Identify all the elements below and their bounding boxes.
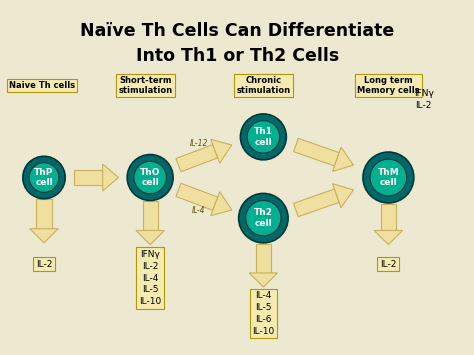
Text: ThO
cell: ThO cell [140,168,160,187]
Polygon shape [293,138,339,166]
Text: IL-2: IL-2 [380,260,397,269]
Circle shape [370,159,407,196]
Text: Long term
Memory cells: Long term Memory cells [357,76,419,95]
Circle shape [29,163,59,192]
Circle shape [238,193,288,243]
Circle shape [363,152,414,203]
Text: IFNγ
IL-2
IL-4
IL-5
IL-10: IFNγ IL-2 IL-4 IL-5 IL-10 [139,250,161,306]
Circle shape [127,154,173,201]
Circle shape [240,114,286,160]
Polygon shape [176,183,218,211]
Text: IL-4: IL-4 [192,206,206,214]
Text: Naïve Th Cells Can Differentiate: Naïve Th Cells Can Differentiate [80,22,394,40]
Polygon shape [249,273,277,287]
Polygon shape [30,229,58,243]
Circle shape [23,156,65,199]
Polygon shape [333,184,354,208]
Text: Into Th1 or Th2 Cells: Into Th1 or Th2 Cells [136,47,339,65]
Circle shape [134,161,166,194]
Text: IFNγ
IL-2: IFNγ IL-2 [414,89,434,110]
Text: Short-term
stimulation: Short-term stimulation [118,76,173,95]
Circle shape [247,121,280,153]
Polygon shape [211,140,232,163]
Circle shape [246,201,281,236]
Polygon shape [136,230,164,245]
Text: IL-2: IL-2 [36,260,52,269]
Polygon shape [103,164,118,191]
Polygon shape [176,144,218,172]
Polygon shape [36,200,52,229]
Polygon shape [333,147,354,171]
Text: ThM
cell: ThM cell [377,168,399,187]
Text: IL-4
IL-5
IL-6
IL-10: IL-4 IL-5 IL-6 IL-10 [252,291,274,336]
Polygon shape [374,230,402,245]
Polygon shape [143,201,158,230]
Polygon shape [211,192,232,215]
Polygon shape [256,244,271,273]
Text: Chronic
stimulation: Chronic stimulation [237,76,291,95]
Polygon shape [381,204,396,230]
Text: Naive Th cells: Naive Th cells [9,81,75,90]
Polygon shape [74,170,103,185]
Polygon shape [293,189,339,217]
Text: Th2
cell: Th2 cell [254,208,273,228]
Text: ThP
cell: ThP cell [34,168,54,187]
Text: IL-12: IL-12 [190,140,208,148]
Text: Th1
cell: Th1 cell [254,127,273,147]
